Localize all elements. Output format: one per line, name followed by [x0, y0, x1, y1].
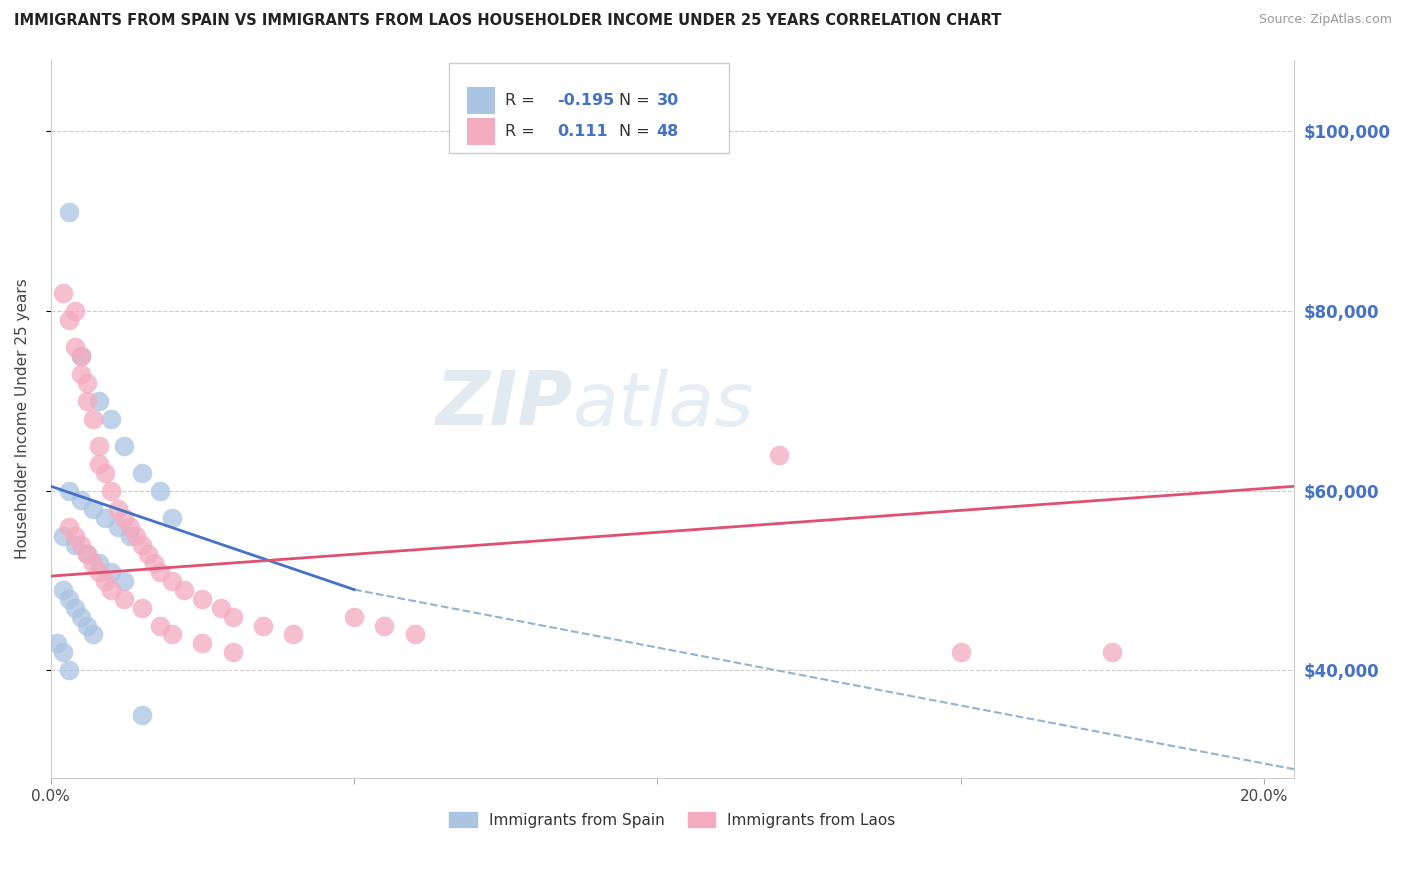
Point: [107, 501, 129, 516]
Point: [131, 538, 153, 552]
Point: [149, 565, 172, 579]
Text: R =: R =: [505, 124, 540, 139]
Point: [373, 618, 395, 632]
Legend: Immigrants from Spain, Immigrants from Laos: Immigrants from Spain, Immigrants from L…: [441, 804, 904, 835]
Point: [283, 627, 305, 641]
FancyBboxPatch shape: [467, 87, 495, 114]
Text: N =: N =: [619, 124, 655, 139]
Point: [63, 538, 86, 552]
Text: 30: 30: [657, 93, 679, 108]
Point: [160, 574, 183, 588]
Point: [52, 529, 75, 543]
Point: [82, 501, 104, 516]
Point: [100, 412, 122, 426]
Point: [70, 609, 93, 624]
Text: N =: N =: [619, 93, 655, 108]
Point: [58, 483, 80, 498]
Point: [100, 582, 122, 597]
Point: [160, 510, 183, 524]
Point: [222, 609, 245, 624]
Point: [58, 313, 80, 327]
Text: atlas: atlas: [574, 368, 755, 441]
Point: [82, 627, 104, 641]
Point: [89, 457, 111, 471]
Point: [58, 205, 80, 219]
Point: [94, 466, 117, 480]
Point: [949, 645, 972, 659]
Point: [52, 286, 75, 301]
Text: 0.111: 0.111: [557, 124, 607, 139]
Point: [63, 600, 86, 615]
Point: [58, 664, 80, 678]
Point: [82, 412, 104, 426]
Point: [58, 519, 80, 533]
Point: [131, 466, 153, 480]
Point: [89, 556, 111, 570]
Point: [404, 627, 426, 641]
Point: [1101, 645, 1123, 659]
Point: [149, 618, 172, 632]
Point: [118, 529, 141, 543]
Text: ZIP: ZIP: [436, 368, 574, 441]
FancyBboxPatch shape: [449, 63, 728, 153]
Point: [89, 439, 111, 453]
Point: [191, 636, 214, 650]
Point: [100, 483, 122, 498]
Point: [70, 349, 93, 363]
Point: [160, 627, 183, 641]
Point: [222, 645, 245, 659]
Point: [76, 376, 98, 390]
Point: [63, 529, 86, 543]
Point: [70, 367, 93, 381]
Point: [107, 519, 129, 533]
Point: [209, 600, 232, 615]
Point: [52, 645, 75, 659]
Point: [63, 304, 86, 318]
Point: [70, 349, 93, 363]
Point: [112, 591, 135, 606]
Y-axis label: Householder Income Under 25 years: Householder Income Under 25 years: [15, 278, 30, 559]
Text: Source: ZipAtlas.com: Source: ZipAtlas.com: [1258, 13, 1392, 27]
Point: [191, 591, 214, 606]
Point: [76, 393, 98, 408]
Point: [125, 529, 148, 543]
Point: [76, 547, 98, 561]
Point: [118, 519, 141, 533]
Point: [100, 565, 122, 579]
Point: [112, 439, 135, 453]
Point: [58, 591, 80, 606]
Point: [94, 510, 117, 524]
Point: [76, 618, 98, 632]
Point: [70, 492, 93, 507]
Text: IMMIGRANTS FROM SPAIN VS IMMIGRANTS FROM LAOS HOUSEHOLDER INCOME UNDER 25 YEARS : IMMIGRANTS FROM SPAIN VS IMMIGRANTS FROM…: [14, 13, 1001, 29]
Text: -0.195: -0.195: [557, 93, 614, 108]
Point: [768, 448, 790, 462]
FancyBboxPatch shape: [467, 118, 495, 145]
Point: [70, 538, 93, 552]
Point: [94, 574, 117, 588]
Point: [89, 393, 111, 408]
Point: [112, 574, 135, 588]
Point: [45, 636, 67, 650]
Point: [142, 556, 165, 570]
Point: [131, 600, 153, 615]
Text: R =: R =: [505, 93, 540, 108]
Point: [63, 340, 86, 354]
Point: [149, 483, 172, 498]
Point: [136, 547, 159, 561]
Point: [82, 556, 104, 570]
Point: [173, 582, 195, 597]
Point: [252, 618, 274, 632]
Point: [52, 582, 75, 597]
Point: [131, 708, 153, 723]
Point: [112, 510, 135, 524]
Text: 48: 48: [657, 124, 679, 139]
Point: [343, 609, 366, 624]
Point: [89, 565, 111, 579]
Point: [76, 547, 98, 561]
